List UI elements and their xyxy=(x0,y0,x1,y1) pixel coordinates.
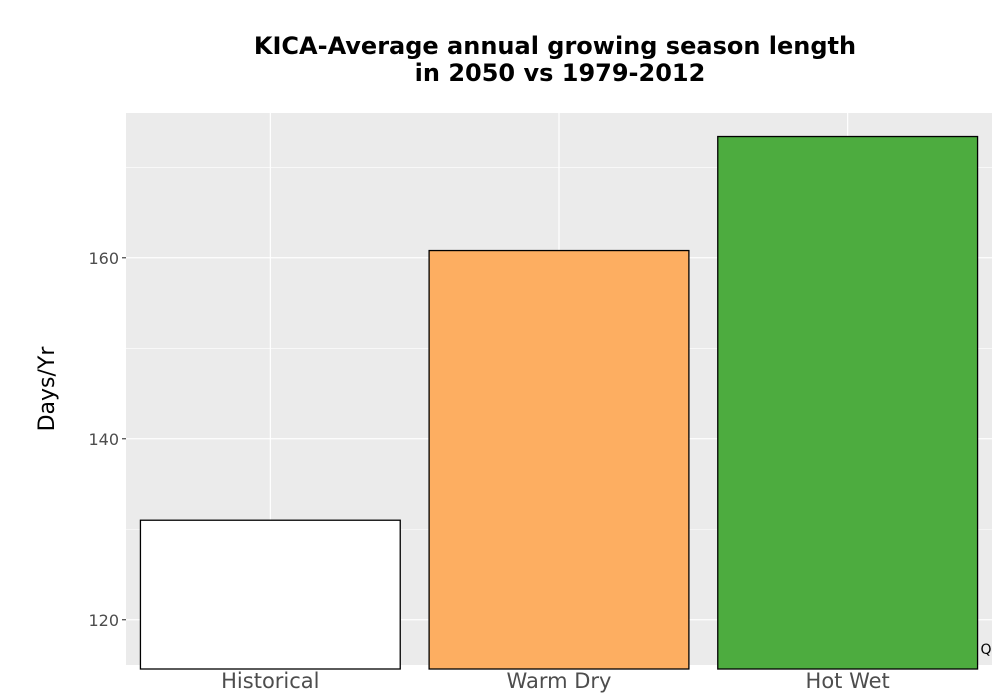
x-axis-ticks: Historical Warm Dry Hot Wet xyxy=(221,669,890,693)
y-tick-label: 160 xyxy=(88,249,119,268)
corner-label: Q xyxy=(980,642,991,658)
y-axis-title: Days/Yr xyxy=(35,346,60,432)
chart-title-line-1: KICA-Average annual growing season lengt… xyxy=(254,32,856,60)
bar-warm-dry xyxy=(428,249,690,670)
x-tick-label: Warm Dry xyxy=(507,669,612,693)
x-tick-label: Historical xyxy=(221,669,319,693)
bar-historical xyxy=(139,519,401,670)
bars xyxy=(139,135,979,670)
y-axis-ticks: 120 140 160 xyxy=(88,249,126,630)
chart-title-line-2: in 2050 vs 1979-2012 xyxy=(415,59,706,87)
bar-hot-wet xyxy=(717,135,979,670)
y-tick-label: 140 xyxy=(88,430,119,449)
y-tick-label: 120 xyxy=(88,611,119,630)
x-tick-label: Hot Wet xyxy=(806,669,890,693)
